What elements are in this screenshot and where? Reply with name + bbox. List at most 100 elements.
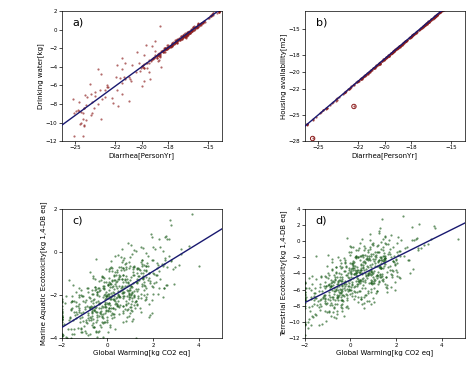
Point bbox=[371, 277, 379, 283]
Point bbox=[103, 293, 110, 299]
Point bbox=[108, 264, 115, 270]
Point bbox=[377, 265, 384, 271]
Point bbox=[355, 78, 362, 84]
Point bbox=[365, 255, 373, 261]
Point bbox=[333, 295, 341, 301]
Y-axis label: Terrestrial Ecotoxicity[kg 1,4-DB eq]: Terrestrial Ecotoxicity[kg 1,4-DB eq] bbox=[280, 211, 287, 336]
Point bbox=[177, 246, 185, 252]
Point bbox=[128, 282, 135, 288]
Point bbox=[192, 24, 200, 30]
Point bbox=[155, 53, 163, 59]
Point bbox=[90, 320, 97, 326]
Point bbox=[305, 316, 313, 322]
Point bbox=[384, 241, 392, 247]
Point bbox=[346, 260, 354, 266]
Point bbox=[155, 52, 162, 58]
Point bbox=[301, 291, 309, 297]
Point bbox=[93, 293, 101, 299]
Point bbox=[451, 0, 458, 3]
Point bbox=[329, 278, 337, 284]
Point bbox=[71, 309, 78, 315]
Point bbox=[324, 296, 332, 302]
Point bbox=[396, 43, 403, 49]
Point bbox=[353, 270, 360, 276]
Point bbox=[183, 30, 191, 36]
Point bbox=[110, 271, 118, 277]
Point bbox=[58, 314, 65, 320]
Point bbox=[190, 27, 198, 33]
Point bbox=[141, 65, 148, 71]
Point bbox=[91, 305, 99, 311]
Point bbox=[200, 19, 207, 25]
Point bbox=[310, 302, 318, 308]
Point bbox=[98, 314, 106, 320]
Point bbox=[139, 83, 146, 89]
Point bbox=[373, 263, 381, 269]
Point bbox=[439, 6, 447, 12]
Point bbox=[327, 313, 335, 319]
Point bbox=[331, 305, 338, 311]
Point bbox=[119, 265, 127, 271]
Point bbox=[178, 35, 185, 41]
Point bbox=[118, 55, 126, 61]
Point bbox=[142, 294, 150, 300]
Point bbox=[450, 0, 458, 3]
Point bbox=[125, 259, 132, 265]
Point bbox=[390, 49, 397, 55]
Point bbox=[368, 269, 375, 275]
Point bbox=[179, 34, 187, 40]
Point bbox=[355, 78, 362, 84]
Point bbox=[129, 269, 137, 275]
Point bbox=[303, 121, 311, 127]
Point bbox=[213, 10, 220, 16]
Point bbox=[378, 58, 386, 64]
Point bbox=[215, 7, 223, 13]
Point bbox=[370, 276, 377, 282]
Point bbox=[108, 277, 116, 284]
Point bbox=[338, 305, 346, 311]
Point bbox=[347, 284, 355, 290]
Point bbox=[367, 272, 374, 278]
Point bbox=[93, 358, 100, 364]
Point bbox=[66, 314, 73, 320]
Point bbox=[156, 52, 164, 58]
Point bbox=[303, 121, 311, 127]
Point bbox=[317, 281, 324, 287]
Point bbox=[301, 279, 309, 285]
Point bbox=[162, 47, 169, 53]
Point bbox=[171, 280, 178, 287]
Point bbox=[191, 24, 199, 30]
Point bbox=[161, 255, 168, 261]
Point bbox=[332, 315, 340, 321]
Point bbox=[193, 24, 201, 30]
Point bbox=[432, 12, 440, 18]
Point bbox=[134, 302, 141, 308]
Point bbox=[83, 94, 91, 100]
Point bbox=[328, 279, 336, 285]
Point bbox=[324, 282, 332, 288]
Point bbox=[168, 40, 176, 46]
Point bbox=[316, 322, 323, 328]
Point bbox=[337, 278, 345, 284]
Point bbox=[160, 294, 167, 300]
Point bbox=[196, 22, 204, 28]
Point bbox=[112, 300, 120, 306]
Point bbox=[433, 12, 440, 18]
Point bbox=[341, 268, 348, 274]
Point bbox=[412, 236, 420, 242]
Text: b): b) bbox=[316, 18, 327, 28]
Point bbox=[147, 231, 155, 237]
Point bbox=[346, 252, 354, 258]
Point bbox=[127, 284, 135, 290]
Point bbox=[181, 33, 188, 39]
Point bbox=[365, 270, 373, 276]
Point bbox=[133, 266, 141, 272]
Point bbox=[116, 273, 123, 279]
Point bbox=[348, 84, 356, 90]
Point bbox=[95, 300, 102, 306]
Point bbox=[423, 20, 430, 26]
Point bbox=[380, 250, 388, 256]
Point bbox=[417, 26, 425, 32]
Point bbox=[424, 241, 432, 247]
Point bbox=[388, 274, 396, 280]
